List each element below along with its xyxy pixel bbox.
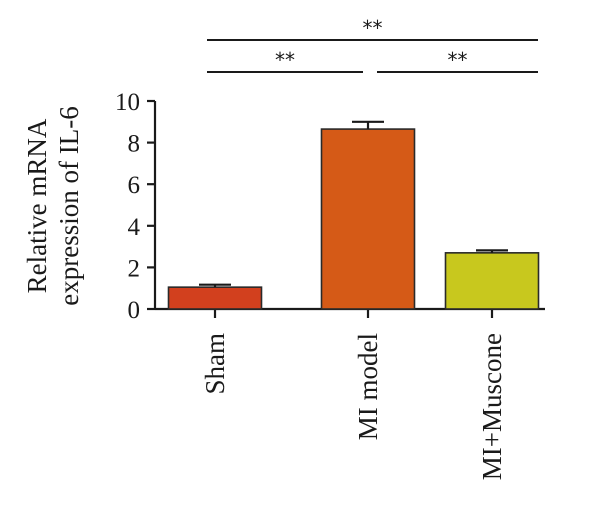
bar-mi-muscone	[444, 252, 540, 310]
y-axis: 0 2 4 6 8 10	[115, 89, 157, 324]
x-tick-label: Sham	[200, 333, 230, 395]
y-axis-title: Relative mRNA expression of IL-6	[22, 106, 84, 305]
x-tick-label: MI model	[353, 333, 383, 440]
y-tick-label: 4	[128, 214, 141, 241]
y-axis-title-line-2: expression of IL-6	[54, 106, 84, 305]
significance-annotations: ** ** **	[207, 16, 538, 73]
x-axis: Sham MI model MI+Muscone	[155, 307, 545, 480]
y-tick-label: 2	[128, 255, 141, 282]
bar-mi-model	[320, 128, 416, 310]
y-axis-title-line-1: Relative mRNA	[22, 118, 52, 293]
y-tick-label: 0	[128, 297, 141, 324]
bars	[167, 128, 540, 310]
y-tick-label: 6	[128, 172, 141, 199]
significance-label: **	[448, 48, 468, 72]
significance-label: **	[363, 16, 383, 40]
x-tick-label: MI+Muscone	[477, 333, 507, 480]
y-tick-label: 8	[128, 131, 141, 158]
error-bars	[199, 120, 508, 288]
bar-sham	[167, 286, 263, 310]
significance-label: **	[275, 48, 295, 72]
y-tick-label: 10	[115, 89, 140, 116]
